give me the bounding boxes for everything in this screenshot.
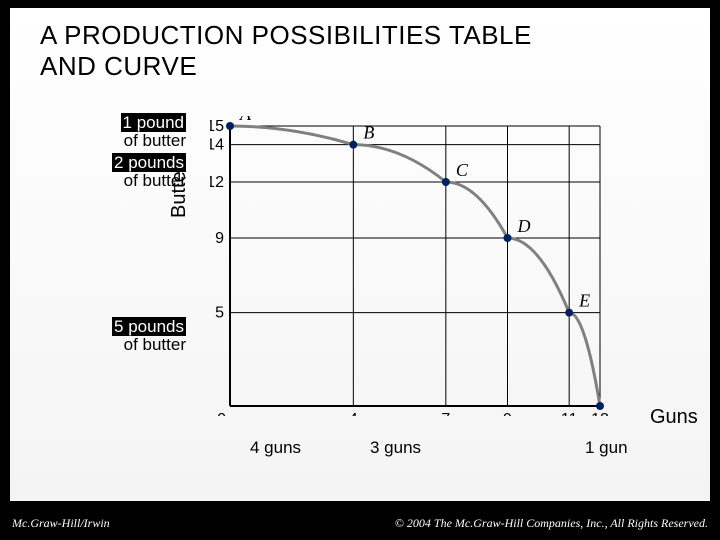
svg-text:7: 7 (441, 411, 450, 416)
svg-text:0: 0 (217, 411, 226, 416)
footer-left: Mc.Graw-Hill/Irwin (12, 516, 110, 531)
annot-1-pound: 1 pound of butter (96, 114, 186, 150)
svg-text:12: 12 (210, 174, 224, 191)
svg-text:4: 4 (349, 411, 358, 416)
svg-text:F: F (609, 384, 610, 404)
svg-text:15: 15 (210, 118, 224, 135)
title-line-2: AND CURVE (40, 51, 197, 81)
slide-title: A PRODUCTION POSSIBILITIES TABLE AND CUR… (40, 20, 532, 82)
annot-2-pounds-rest: of butter (124, 171, 186, 190)
annot-1-pound-hl: 1 pound (121, 113, 186, 132)
svg-text:9: 9 (215, 230, 224, 247)
svg-text:14: 14 (210, 137, 224, 154)
svg-text:C: C (456, 160, 469, 180)
svg-text:A: A (239, 116, 252, 124)
title-line-1: A PRODUCTION POSSIBILITIES TABLE (40, 20, 532, 50)
footer-right: © 2004 The Mc.Graw-Hill Companies, Inc.,… (395, 516, 708, 531)
svg-text:9: 9 (503, 411, 512, 416)
ppf-chart: A B C D E F 5 9 12 14 15 0 4 7 9 11 12 (210, 116, 610, 416)
brace-label-3-guns: 3 guns (370, 438, 421, 458)
brace-label-4-guns: 4 guns (250, 438, 301, 458)
svg-text:B: B (363, 123, 374, 143)
slide: A PRODUCTION POSSIBILITIES TABLE AND CUR… (10, 8, 710, 501)
annot-2-pounds-hl: 2 pounds (112, 153, 186, 172)
svg-text:12: 12 (591, 411, 609, 416)
annot-5-pounds-hl: 5 pounds (112, 317, 186, 336)
svg-text:11: 11 (561, 411, 578, 416)
svg-text:5: 5 (215, 305, 224, 322)
x-axis-label: Guns (650, 406, 698, 429)
svg-text:E: E (578, 291, 590, 311)
annot-1-pound-rest: of butter (124, 131, 186, 150)
annot-5-pounds: 5 pounds of butter (90, 318, 186, 354)
svg-text:D: D (517, 216, 531, 236)
annot-5-pounds-rest: of butter (124, 335, 186, 354)
brace-label-1-gun: 1 gun (585, 438, 628, 458)
annot-2-pounds: 2 pounds of butter (90, 154, 186, 190)
